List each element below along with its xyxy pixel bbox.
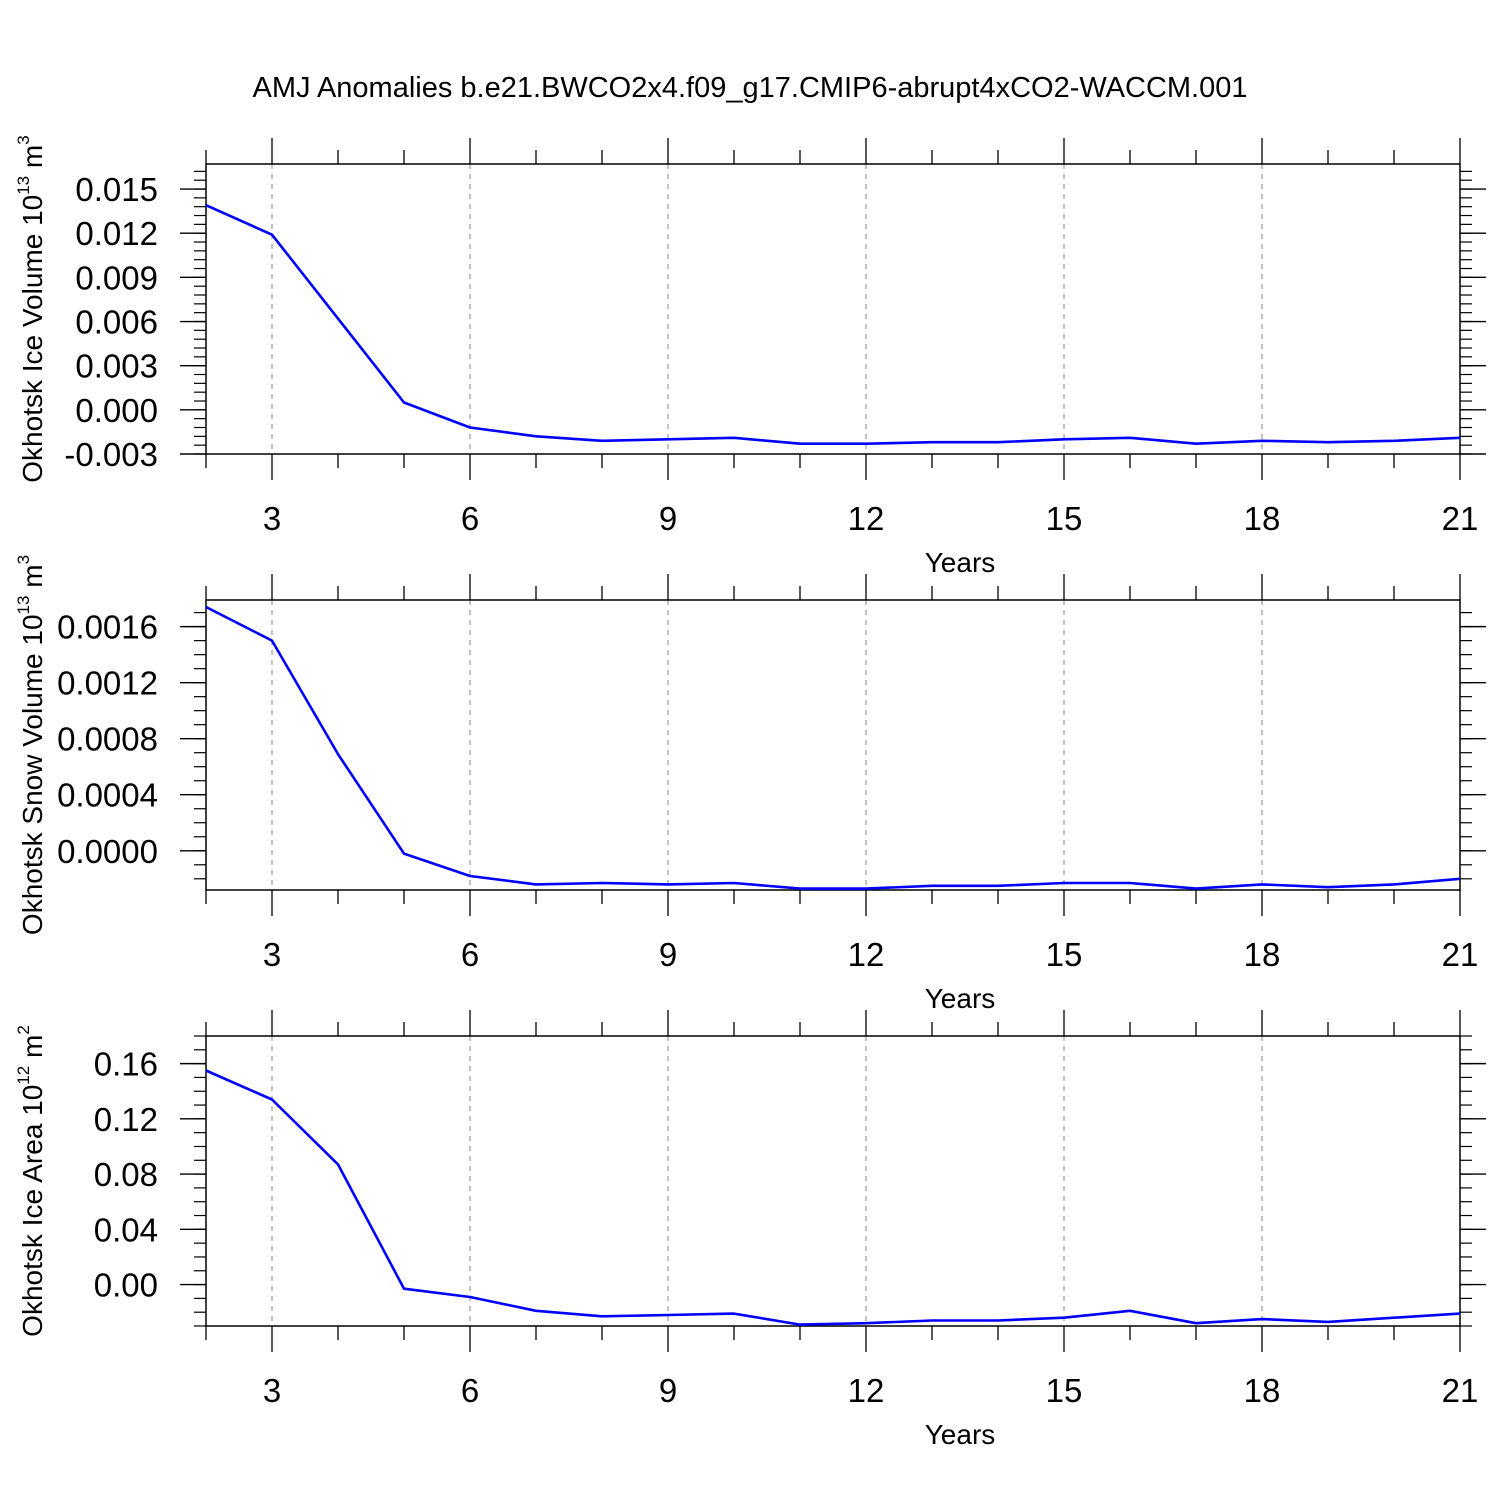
y-axis-title: Okhotsk Snow Volume 1013 m3 [14, 555, 48, 935]
x-tick-label: 21 [1442, 1372, 1479, 1409]
chart-title: AMJ Anomalies b.e21.BWCO2x4.f09_g17.CMIP… [252, 72, 1248, 104]
y-axis-title: Okhotsk Ice Volume 1013 m3 [14, 135, 48, 482]
x-tick-label: 12 [848, 1372, 885, 1409]
y-axis-title: Okhotsk Ice Area 1012 m2 [14, 1025, 48, 1337]
y-tick-label: 0.015 [75, 171, 158, 208]
x-tick-label: 6 [461, 1372, 479, 1409]
series-line [205, 1069, 1461, 1326]
y-tick-label: 0.003 [75, 348, 158, 385]
x-tick-label: 9 [659, 1372, 677, 1409]
x-tick-label: 9 [659, 936, 677, 973]
y-tick-label: -0.003 [64, 436, 158, 473]
y-tick-label: 0.009 [75, 259, 158, 296]
panel-2: 3 6 9 12 15 18 21 Years 0.0016 0.0012 0.0008 0.0004… [14, 555, 1486, 1014]
x-tick-label: 15 [1046, 936, 1083, 973]
panel-3: 3 6 9 12 15 18 21 Years 0.16 0.12 0.08 0.04 0.00 Okho… [14, 1010, 1486, 1450]
y-tick-label: 0.12 [94, 1101, 158, 1138]
x-axis-title: Years [925, 983, 996, 1014]
plot-frame [205, 163, 1461, 455]
y-tick-label: 0.012 [75, 215, 158, 252]
x-tick-label: 21 [1442, 500, 1479, 537]
x-tick-label: 6 [461, 936, 479, 973]
y-tick-label: 0.08 [94, 1156, 158, 1193]
x-tick-label: 3 [263, 936, 281, 973]
x-tick-label: 15 [1046, 500, 1083, 537]
panel-1: 3 6 9 12 15 18 21 Years 0.015 0.012 0.009 0.006 0.00… [14, 135, 1486, 578]
x-tick-label: 18 [1244, 936, 1281, 973]
x-tick-label: 6 [461, 500, 479, 537]
plot-frame [205, 599, 1461, 891]
x-tick-label: 18 [1244, 500, 1281, 537]
x-tick-label: 15 [1046, 1372, 1083, 1409]
x-tick-label: 12 [848, 936, 885, 973]
series-line [205, 204, 1461, 446]
y-tick-label: 0.006 [75, 304, 158, 341]
y-tick-label: 0.0008 [57, 721, 158, 758]
y-tick-label: 0.0016 [57, 609, 158, 646]
y-tick-label: 0.0004 [57, 777, 158, 814]
x-tick-label: 12 [848, 500, 885, 537]
x-axis-title: Years [925, 547, 996, 578]
x-axis-title: Years [925, 1419, 996, 1450]
series-line [205, 605, 1461, 890]
x-tick-label: 3 [263, 1372, 281, 1409]
y-tick-label: 0.16 [94, 1046, 158, 1083]
y-tick-label: 0.0000 [57, 833, 158, 870]
plot-frame [205, 1035, 1461, 1327]
y-tick-label: 0.00 [94, 1267, 158, 1304]
y-tick-label: 0.000 [75, 392, 158, 429]
x-tick-label: 18 [1244, 1372, 1281, 1409]
x-tick-label: 3 [263, 500, 281, 537]
y-tick-label: 0.0012 [57, 665, 158, 702]
x-tick-label: 9 [659, 500, 677, 537]
y-tick-label: 0.04 [94, 1211, 158, 1248]
x-tick-label: 21 [1442, 936, 1479, 973]
